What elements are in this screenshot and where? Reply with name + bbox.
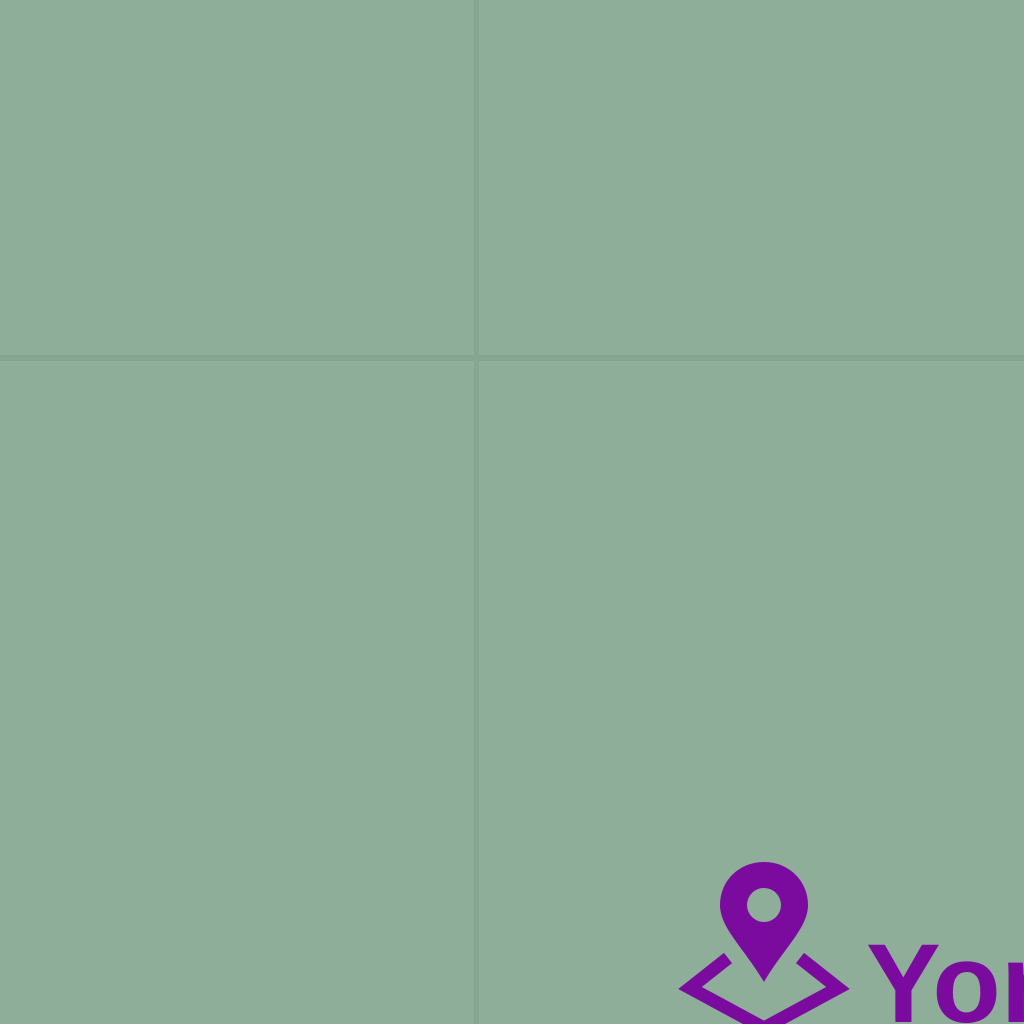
place-label[interactable]: Yor (866, 928, 1024, 1024)
map-pin-icon[interactable] (676, 856, 852, 1024)
map-grid-line-horizontal (0, 355, 1024, 361)
map-grid-line-vertical (474, 0, 479, 1024)
